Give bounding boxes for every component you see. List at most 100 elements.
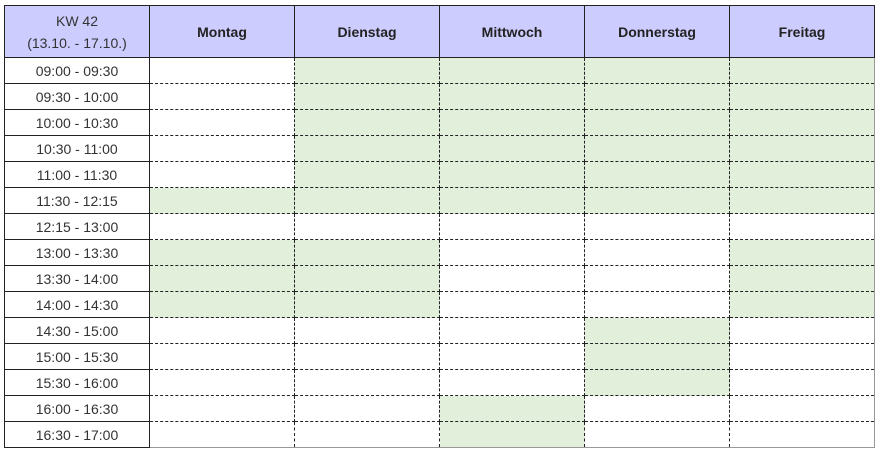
table-row: 11:30 - 12:15 xyxy=(4,187,875,214)
schedule-cell[interactable] xyxy=(584,161,730,188)
schedule-cell[interactable] xyxy=(729,135,875,162)
schedule-cell[interactable] xyxy=(149,161,295,188)
schedule-cell[interactable] xyxy=(729,291,875,318)
schedule-cell[interactable] xyxy=(439,395,585,422)
time-slot: 14:30 - 15:00 xyxy=(4,317,150,344)
table-row: 13:30 - 14:00 xyxy=(4,265,875,292)
schedule-cell[interactable] xyxy=(584,83,730,110)
schedule-cell[interactable] xyxy=(729,83,875,110)
schedule-cell[interactable] xyxy=(439,187,585,214)
time-slot: 09:30 - 10:00 xyxy=(4,83,150,110)
schedule-cell[interactable] xyxy=(149,395,295,422)
time-slot: 16:30 - 17:00 xyxy=(4,421,150,448)
schedule-cell[interactable] xyxy=(149,265,295,292)
schedule-cell[interactable] xyxy=(149,343,295,370)
schedule-cell[interactable] xyxy=(294,369,440,396)
week-label: KW 42 xyxy=(55,12,98,29)
table-row: 11:00 - 11:30 xyxy=(4,161,875,188)
time-slot: 11:00 - 11:30 xyxy=(4,161,150,188)
schedule-cell[interactable] xyxy=(584,57,730,84)
schedule-cell[interactable] xyxy=(584,369,730,396)
day-header-montag: Montag xyxy=(149,5,295,58)
time-slot: 13:30 - 14:00 xyxy=(4,265,150,292)
schedule-cell[interactable] xyxy=(729,395,875,422)
schedule-cell[interactable] xyxy=(439,343,585,370)
schedule-cell[interactable] xyxy=(439,57,585,84)
schedule-cell[interactable] xyxy=(584,317,730,344)
time-slot: 14:00 - 14:30 xyxy=(4,291,150,318)
schedule-cell[interactable] xyxy=(294,161,440,188)
time-slot: 16:00 - 16:30 xyxy=(4,395,150,422)
schedule-cell[interactable] xyxy=(729,213,875,240)
time-slot: 15:00 - 15:30 xyxy=(4,343,150,370)
schedule-cell[interactable] xyxy=(294,317,440,344)
schedule-cell[interactable] xyxy=(294,291,440,318)
schedule-cell[interactable] xyxy=(584,291,730,318)
schedule-cell[interactable] xyxy=(584,421,730,448)
schedule-cell[interactable] xyxy=(294,395,440,422)
schedule-cell[interactable] xyxy=(294,135,440,162)
schedule-cell[interactable] xyxy=(584,265,730,292)
schedule-cell[interactable] xyxy=(439,421,585,448)
schedule-cell[interactable] xyxy=(149,213,295,240)
schedule-cell[interactable] xyxy=(439,369,585,396)
schedule-cell[interactable] xyxy=(439,161,585,188)
table-row: 10:00 - 10:30 xyxy=(4,109,875,136)
schedule-cell[interactable] xyxy=(729,421,875,448)
schedule-cell[interactable] xyxy=(439,109,585,136)
time-slot: 15:30 - 16:00 xyxy=(4,369,150,396)
schedule-cell[interactable] xyxy=(584,395,730,422)
schedule-cell[interactable] xyxy=(294,57,440,84)
schedule-cell[interactable] xyxy=(294,265,440,292)
schedule-cell[interactable] xyxy=(729,57,875,84)
schedule-cell[interactable] xyxy=(294,343,440,370)
schedule-cell[interactable] xyxy=(439,135,585,162)
schedule-cell[interactable] xyxy=(729,369,875,396)
schedule-cell[interactable] xyxy=(149,291,295,318)
schedule-cell[interactable] xyxy=(149,369,295,396)
schedule-cell[interactable] xyxy=(584,187,730,214)
time-slot: 11:30 - 12:15 xyxy=(4,187,150,214)
schedule-cell[interactable] xyxy=(729,343,875,370)
schedule-cell[interactable] xyxy=(439,239,585,266)
schedule-cell[interactable] xyxy=(729,187,875,214)
schedule-cell[interactable] xyxy=(584,109,730,136)
table-row: 09:00 - 09:30 xyxy=(4,57,875,84)
schedule-cell[interactable] xyxy=(439,213,585,240)
schedule-cell[interactable] xyxy=(294,109,440,136)
table-row: 10:30 - 11:00 xyxy=(4,135,875,162)
schedule-cell[interactable] xyxy=(149,421,295,448)
schedule-cell[interactable] xyxy=(439,265,585,292)
schedule-cell[interactable] xyxy=(584,239,730,266)
schedule-cell[interactable] xyxy=(729,265,875,292)
time-slot: 12:15 - 13:00 xyxy=(4,213,150,240)
schedule-cell[interactable] xyxy=(729,161,875,188)
schedule-cell[interactable] xyxy=(584,343,730,370)
schedule-cell[interactable] xyxy=(149,187,295,214)
table-row: 16:30 - 17:00 xyxy=(4,421,875,448)
schedule-cell[interactable] xyxy=(584,135,730,162)
schedule-cell[interactable] xyxy=(294,83,440,110)
schedule-cell[interactable] xyxy=(149,239,295,266)
schedule-cell[interactable] xyxy=(149,135,295,162)
table-row: 09:30 - 10:00 xyxy=(4,83,875,110)
schedule-cell[interactable] xyxy=(729,239,875,266)
schedule-cell[interactable] xyxy=(294,239,440,266)
schedule-cell[interactable] xyxy=(149,109,295,136)
schedule-cell[interactable] xyxy=(149,57,295,84)
schedule-cell[interactable] xyxy=(729,109,875,136)
schedule-cell[interactable] xyxy=(294,187,440,214)
day-header-mittwoch: Mittwoch xyxy=(439,5,585,58)
day-header-dienstag: Dienstag xyxy=(294,5,440,58)
schedule-cell[interactable] xyxy=(149,317,295,344)
schedule-cell[interactable] xyxy=(584,213,730,240)
schedule-cell[interactable] xyxy=(294,421,440,448)
schedule-cell[interactable] xyxy=(149,83,295,110)
schedule-cell[interactable] xyxy=(439,317,585,344)
table-row: 12:15 - 13:00 xyxy=(4,213,875,240)
schedule-cell[interactable] xyxy=(729,317,875,344)
schedule-cell[interactable] xyxy=(439,83,585,110)
table-row: 16:00 - 16:30 xyxy=(4,395,875,422)
schedule-cell[interactable] xyxy=(294,213,440,240)
schedule-cell[interactable] xyxy=(439,291,585,318)
